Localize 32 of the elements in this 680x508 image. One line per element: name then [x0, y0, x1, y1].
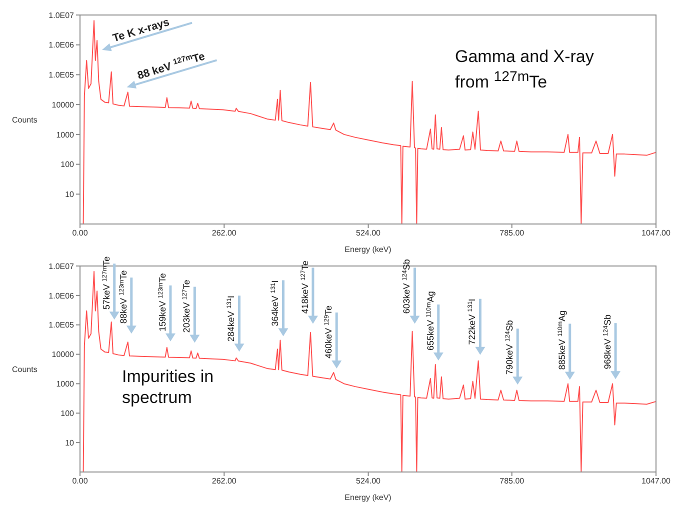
- y-tick-label: 10: [65, 438, 75, 448]
- x-tick-label: 0.00: [72, 228, 88, 238]
- x-tick-label: 1047.00: [642, 228, 672, 238]
- y-axis-title: Counts: [12, 364, 38, 374]
- x-tick-label: 262.00: [212, 228, 237, 238]
- y-tick-label: 100: [60, 160, 75, 170]
- x-tick-label: 262.00: [212, 476, 237, 486]
- x-tick-label: 524.00: [356, 476, 382, 486]
- x-axis-title: Energy (keV): [344, 245, 392, 254]
- x-tick-label: 1047.00: [642, 476, 672, 486]
- x-tick-label: 785.00: [500, 228, 525, 238]
- annotation: Gamma and X-ray from $^{127m}$Te: [455, 46, 595, 93]
- y-tick-label: 10000: [52, 100, 75, 110]
- y-axis-title: Counts: [12, 115, 38, 124]
- x-tick-label: 785.00: [500, 476, 525, 486]
- x-tick-label: 524.00: [356, 228, 382, 238]
- annotation: 88 keV $^{127m}$Te: [136, 50, 206, 82]
- x-tick-label: 0.00: [72, 476, 88, 486]
- annotation: Te K x-rays: [111, 16, 171, 45]
- y-tick-label: 1.0E06: [48, 291, 75, 300]
- y-tick-label: 1.0E07: [48, 10, 75, 20]
- y-tick-label: 1.0E05: [48, 70, 75, 80]
- annotation: Impurities in spectrum: [122, 366, 215, 408]
- y-tick-label: 100: [60, 408, 75, 418]
- x-axis-title: Energy (keV): [344, 493, 392, 502]
- y-tick-label: 1000: [56, 130, 75, 140]
- y-tick-label: 1.0E06: [48, 40, 75, 50]
- y-tick-label: 10: [65, 190, 75, 199]
- y-tick-label: 1000: [56, 380, 75, 389]
- y-tick-label: 10000: [52, 350, 75, 360]
- y-tick-label: 1.0E07: [48, 262, 75, 271]
- y-tick-label: 1.0E05: [48, 320, 75, 330]
